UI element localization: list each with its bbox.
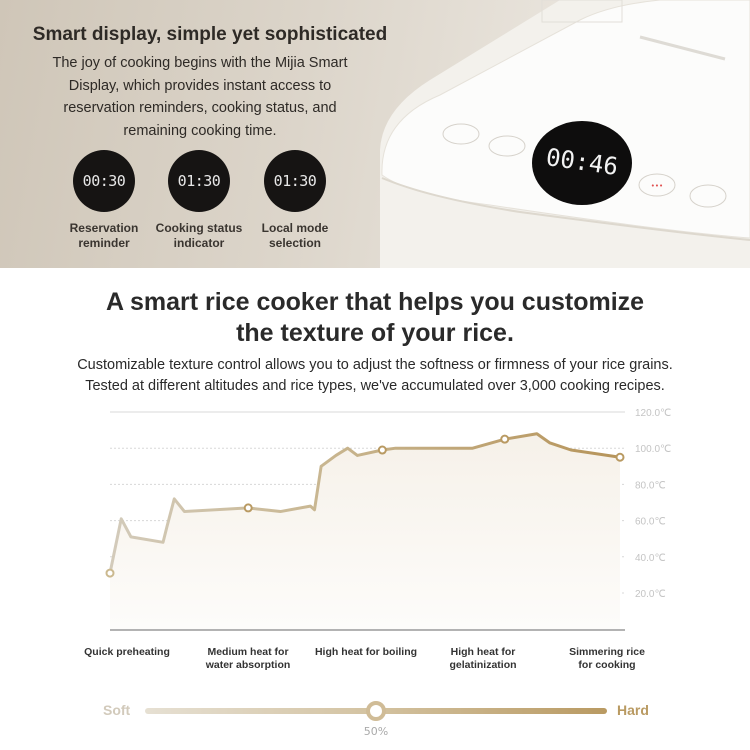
svg-text:•••: ••• (651, 182, 663, 190)
y-tick-label: 60.0℃ (635, 517, 666, 528)
hero-title: Smart display, simple yet sophisticated (32, 24, 388, 45)
display-cooking-status: 01:30 (168, 150, 230, 212)
slider-max-label: Hard (617, 702, 649, 718)
data-point-marker (243, 503, 253, 513)
slider-min-label: Soft (103, 702, 131, 718)
hero-description: The joy of cooking begins with the Mijia… (0, 52, 400, 142)
data-point-marker (377, 445, 387, 455)
display-label-cooking-status: Cooking status indicator (155, 221, 243, 250)
y-tick-label: 120.0℃ (635, 408, 671, 419)
display-reservation: 00:30 (73, 150, 135, 212)
y-tick-label: 80.0℃ (635, 480, 666, 491)
stage-label-gelatinization: High heat for gelatinization (449, 646, 517, 671)
subtitle-line-2: Tested at different altitudes and rice t… (85, 378, 665, 394)
stage-label-water-absorption: Medium heat for water absorption (205, 646, 291, 671)
data-point-marker (105, 568, 115, 578)
description-line: Display, which provides instant access t… (68, 77, 332, 94)
area-fill (110, 433, 620, 630)
headline-line-2: the texture of your rice. (236, 319, 514, 347)
data-point-marker (615, 452, 625, 462)
headline-line-1: A smart rice cooker that helps you custo… (105, 288, 645, 316)
slider-value-label: 50% (363, 725, 389, 738)
texture-slider-knob[interactable] (366, 701, 386, 721)
y-tick-label: 100.0℃ (635, 444, 671, 455)
stage-label-boiling: High heat for boiling (314, 646, 418, 658)
display-label-local-mode: Local mode selection (261, 221, 329, 250)
subtitle-line-1: Customizable texture control allows you … (77, 357, 673, 373)
data-point-marker (500, 434, 510, 444)
y-tick-label: 40.0℃ (635, 553, 666, 564)
stage-label-simmering: Simmering rice for cooking (569, 646, 645, 671)
temperature-curve (108, 432, 621, 574)
description-line: reservation reminders, cooking status, a… (63, 100, 337, 116)
description-line: The joy of cooking begins with the Mijia… (52, 55, 348, 71)
description-line: remaining cooking time. (123, 122, 277, 139)
y-tick-label: 20.0℃ (635, 589, 666, 600)
stage-label-preheating: Quick preheating (84, 646, 170, 658)
rice-cooker-image: ••• (380, 0, 750, 268)
display-local-mode: 01:30 (264, 150, 326, 212)
display-label-reservation: Reservation reminder (69, 221, 139, 250)
